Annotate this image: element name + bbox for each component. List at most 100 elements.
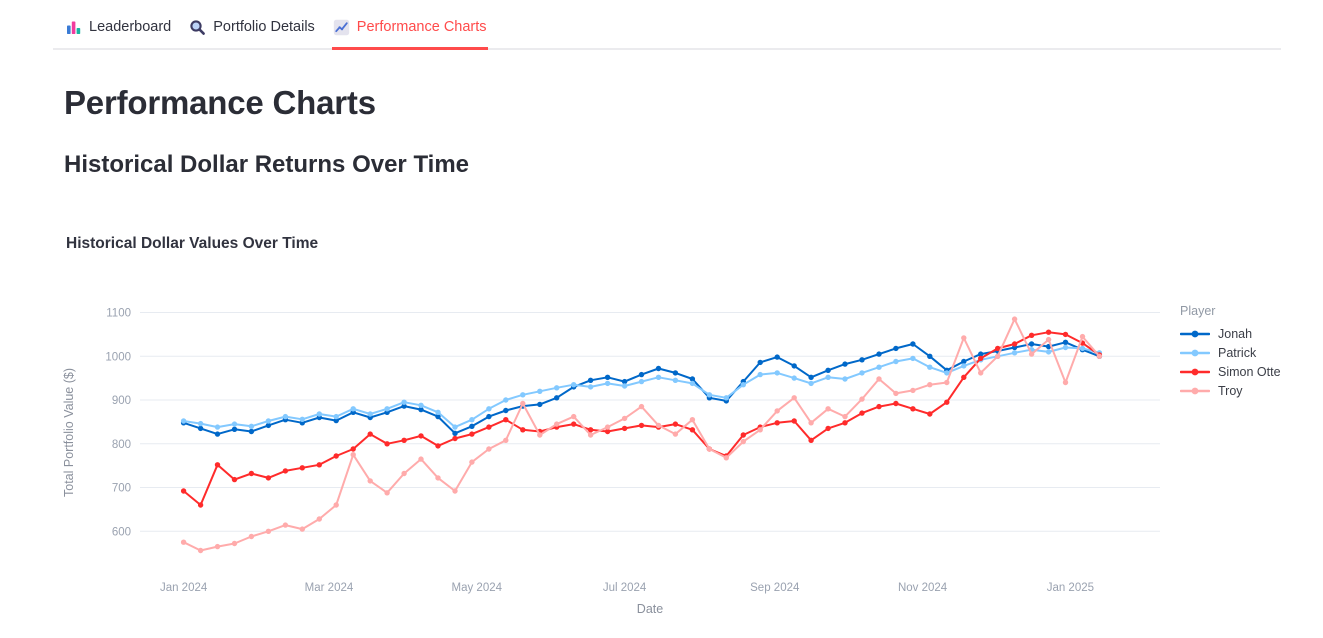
series-point	[604, 424, 611, 430]
series-point	[876, 403, 882, 410]
series-point	[197, 547, 204, 554]
series-point	[978, 355, 984, 362]
legend-label: Troy	[1218, 383, 1243, 398]
series-point	[893, 390, 899, 397]
series-point	[689, 417, 696, 423]
series-point	[689, 427, 696, 433]
series-point	[214, 543, 221, 550]
series-point	[231, 426, 238, 432]
x-tick-label: Nov 2024	[898, 582, 948, 594]
series-point	[350, 452, 356, 458]
series-point	[927, 411, 933, 417]
series-point	[1062, 331, 1069, 338]
series-point	[197, 420, 204, 427]
series-point	[774, 354, 780, 360]
legend-label: Jonah	[1218, 326, 1253, 341]
series-point	[367, 478, 373, 484]
series-point	[554, 395, 560, 401]
series-point	[927, 382, 933, 388]
series-point	[333, 453, 339, 459]
series-point	[995, 345, 1001, 352]
series-point	[672, 421, 679, 427]
series-point	[638, 378, 645, 385]
series-point	[604, 428, 611, 435]
series-point	[621, 415, 628, 422]
series-point	[689, 380, 696, 387]
x-tick-label: Jan 2024	[160, 582, 208, 594]
series-point	[808, 380, 814, 387]
series-point	[859, 357, 865, 363]
series-point	[401, 470, 407, 477]
series-point	[333, 417, 339, 424]
series-point	[587, 427, 594, 433]
series-point	[231, 421, 238, 427]
series-point	[537, 432, 543, 438]
series-point	[689, 376, 696, 382]
series-point	[248, 428, 255, 435]
series-point	[537, 388, 543, 394]
series-point	[401, 403, 407, 409]
series-point	[486, 424, 492, 430]
x-tick-label: May 2024	[452, 582, 503, 594]
series-point	[587, 432, 594, 438]
series-point	[604, 380, 611, 387]
series-point	[876, 351, 882, 357]
series-point	[910, 406, 916, 412]
legend-symbol	[1180, 349, 1210, 356]
series-point	[452, 488, 458, 494]
series-line-troy	[182, 318, 1101, 552]
y-tick-label: 1000	[105, 351, 131, 363]
series-point	[638, 403, 645, 410]
y-tick-label: 600	[112, 526, 131, 538]
series-point	[859, 410, 865, 416]
series-point	[571, 413, 577, 420]
series-point	[248, 533, 255, 540]
legend-title: Player	[1180, 304, 1216, 318]
series-point	[859, 370, 865, 376]
series-point	[299, 465, 305, 471]
legend-item-patrick: Patrick	[1180, 343, 1281, 362]
series-point	[808, 374, 814, 380]
series-point	[825, 406, 831, 412]
series-point	[265, 422, 272, 429]
series-point	[791, 375, 797, 381]
series-point	[248, 423, 255, 429]
tab-performance-charts[interactable]: Performance Charts	[331, 13, 488, 51]
series-point	[282, 468, 289, 474]
series-point	[672, 370, 679, 376]
series-point	[1028, 351, 1035, 357]
series-point	[910, 355, 916, 362]
series-point	[910, 341, 916, 347]
series-point	[1062, 379, 1069, 386]
series-point	[503, 407, 509, 414]
x-tick-label: Jul 2024	[603, 582, 647, 594]
series-point	[893, 358, 899, 365]
bar-chart-icon	[65, 19, 82, 36]
series-point	[842, 361, 848, 367]
series-point	[604, 374, 611, 380]
series-point	[995, 353, 1001, 359]
series-point	[452, 430, 458, 436]
series-point	[808, 420, 814, 426]
series-point	[723, 455, 729, 461]
tab-bar: Leaderboard Portfolio Details Performanc…	[53, 13, 1281, 51]
series-point	[961, 358, 967, 365]
x-tick-label: Mar 2024	[305, 582, 354, 594]
series-point	[571, 382, 577, 388]
legend-symbol	[1180, 330, 1210, 337]
x-tick-label: Jan 2025	[1047, 582, 1094, 594]
series-point	[214, 462, 221, 468]
series-point	[859, 396, 865, 402]
performance-chart: 600 700 800 900 1000 1100 Jan 2024 Mar 2024 May …	[105, 308, 1160, 594]
series-point	[825, 374, 831, 380]
series-point	[469, 459, 475, 465]
legend-label: Patrick	[1218, 345, 1257, 360]
legend-item-jonah: Jonah	[1180, 324, 1281, 343]
series-point	[180, 418, 187, 424]
legend-symbol	[1180, 368, 1210, 375]
series-point	[774, 370, 780, 376]
series-point	[774, 420, 780, 426]
series-point	[384, 406, 390, 412]
tab-leaderboard[interactable]: Leaderboard	[64, 13, 172, 50]
tab-portfolio-details[interactable]: Portfolio Details	[188, 13, 316, 50]
